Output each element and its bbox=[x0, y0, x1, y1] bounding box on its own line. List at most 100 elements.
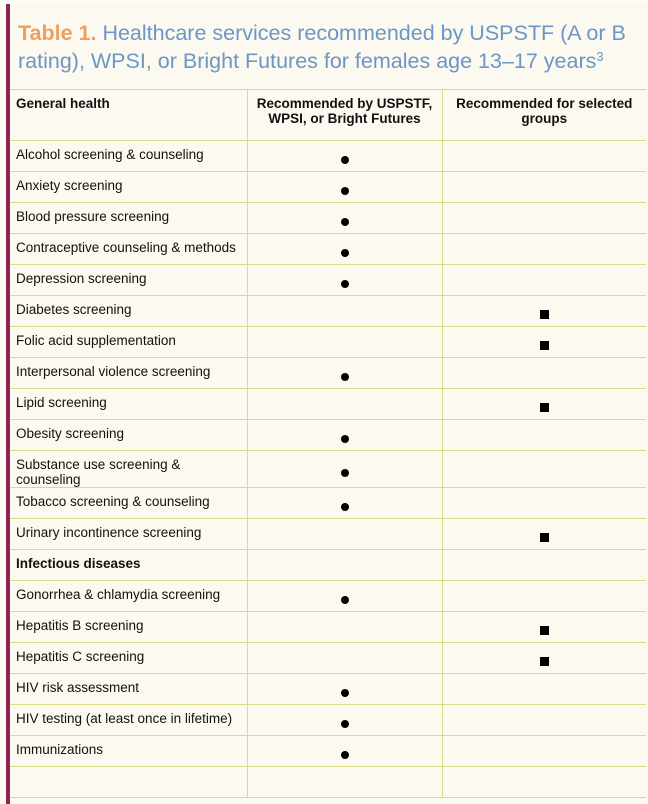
selected-groups-cell bbox=[441, 450, 646, 488]
table-row: Depression screening bbox=[10, 264, 646, 296]
table-row: Immunizations bbox=[10, 735, 646, 767]
circle-bullet-icon bbox=[340, 750, 349, 759]
circle-bullet-icon bbox=[340, 502, 349, 511]
recommended-cell bbox=[246, 450, 443, 488]
table-row: Obesity screening bbox=[10, 419, 646, 451]
circle-bullet-icon bbox=[340, 468, 349, 477]
selected-groups-cell bbox=[441, 295, 646, 327]
recommended-cell bbox=[246, 704, 443, 736]
table-row: Alcohol screening & counseling bbox=[10, 140, 646, 172]
table-row: HIV risk assessment bbox=[10, 673, 646, 705]
selected-groups-cell bbox=[441, 735, 646, 767]
service-name: Infectious diseases bbox=[10, 549, 248, 581]
selected-groups-cell bbox=[441, 766, 646, 798]
service-name bbox=[10, 766, 248, 798]
table-row: Contraceptive counseling & methods bbox=[10, 233, 646, 265]
circle-bullet-icon bbox=[340, 595, 349, 604]
selected-groups-cell bbox=[441, 140, 646, 172]
recommended-cell bbox=[246, 735, 443, 767]
recommended-cell bbox=[246, 487, 443, 519]
service-name: Anxiety screening bbox=[10, 171, 248, 203]
recommended-cell bbox=[246, 388, 443, 420]
circle-bullet-icon bbox=[340, 688, 349, 697]
recommended-cell bbox=[246, 202, 443, 234]
square-bullet-icon bbox=[539, 656, 549, 666]
circle-bullet-icon bbox=[340, 186, 349, 195]
recommended-cell bbox=[246, 766, 443, 798]
recommended-cell bbox=[246, 518, 443, 550]
square-bullet-icon bbox=[539, 340, 549, 350]
table-caption: Healthcare services recommended by USPST… bbox=[18, 21, 626, 73]
service-name: Interpersonal violence screening bbox=[10, 357, 248, 389]
square-bullet-icon bbox=[539, 532, 549, 542]
recommended-cell bbox=[246, 171, 443, 203]
service-name: HIV testing (at least once in lifetime) bbox=[10, 704, 248, 736]
table-row: Interpersonal violence screening bbox=[10, 357, 646, 389]
service-name: Folic acid supplementation bbox=[10, 326, 248, 358]
circle-bullet-icon bbox=[340, 248, 349, 257]
section-row: Infectious diseases bbox=[10, 549, 646, 581]
header-row: General health Recommended by USPSTF, WP… bbox=[10, 89, 646, 141]
selected-groups-cell bbox=[441, 580, 646, 612]
table-label: Table 1. bbox=[18, 21, 97, 45]
table-row: Lipid screening bbox=[10, 388, 646, 420]
selected-groups-cell bbox=[441, 419, 646, 451]
recommended-cell bbox=[246, 642, 443, 674]
recommended-cell bbox=[246, 326, 443, 358]
service-name: HIV risk assessment bbox=[10, 673, 248, 705]
table-row: HIV testing (at least once in lifetime) bbox=[10, 704, 646, 736]
table-row bbox=[10, 766, 646, 798]
selected-groups-cell bbox=[441, 357, 646, 389]
services-table: General health Recommended by USPSTF, WP… bbox=[10, 89, 646, 798]
service-name: Blood pressure screening bbox=[10, 202, 248, 234]
table-row: Anxiety screening bbox=[10, 171, 646, 203]
table-row: Diabetes screening bbox=[10, 295, 646, 327]
recommended-cell bbox=[246, 233, 443, 265]
service-name: Substance use screening & counseling bbox=[10, 450, 248, 488]
column-header-recommended: Recommended by USPSTF, WPSI, or Bright F… bbox=[246, 89, 443, 141]
service-name: Alcohol screening & counseling bbox=[10, 140, 248, 172]
selected-groups-cell bbox=[441, 642, 646, 674]
selected-groups-cell bbox=[441, 264, 646, 296]
table-row: Substance use screening & counseling bbox=[10, 450, 646, 488]
recommended-cell bbox=[246, 419, 443, 451]
circle-bullet-icon bbox=[340, 372, 349, 381]
selected-groups-cell bbox=[441, 233, 646, 265]
table-title: Table 1. Healthcare services recommended… bbox=[18, 19, 638, 75]
circle-bullet-icon bbox=[340, 279, 349, 288]
table-row: Hepatitis B screening bbox=[10, 611, 646, 643]
column-header-service: General health bbox=[10, 89, 248, 141]
circle-bullet-icon bbox=[340, 434, 349, 443]
recommended-cell bbox=[246, 264, 443, 296]
selected-groups-cell bbox=[441, 549, 646, 581]
circle-bullet-icon bbox=[340, 217, 349, 226]
selected-groups-cell bbox=[441, 171, 646, 203]
selected-groups-cell bbox=[441, 326, 646, 358]
service-name: Tobacco screening & counseling bbox=[10, 487, 248, 519]
recommended-cell bbox=[246, 673, 443, 705]
circle-bullet-icon bbox=[340, 719, 349, 728]
selected-groups-cell bbox=[441, 487, 646, 519]
table-row: Folic acid supplementation bbox=[10, 326, 646, 358]
recommended-cell bbox=[246, 295, 443, 327]
square-bullet-icon bbox=[539, 625, 549, 635]
footnote-ref: 3 bbox=[596, 49, 604, 64]
selected-groups-cell bbox=[441, 611, 646, 643]
service-name: Obesity screening bbox=[10, 419, 248, 451]
square-bullet-icon bbox=[539, 309, 549, 319]
recommended-cell bbox=[246, 140, 443, 172]
selected-groups-cell bbox=[441, 518, 646, 550]
selected-groups-cell bbox=[441, 704, 646, 736]
service-name: Immunizations bbox=[10, 735, 248, 767]
service-name: Depression screening bbox=[10, 264, 248, 296]
table-row: Gonorrhea & chlamydia screening bbox=[10, 580, 646, 612]
column-header-selected-groups: Recommended for selected groups bbox=[441, 89, 646, 141]
table-row: Tobacco screening & counseling bbox=[10, 487, 646, 519]
service-name: Lipid screening bbox=[10, 388, 248, 420]
recommended-cell bbox=[246, 357, 443, 389]
table-row: Hepatitis C screening bbox=[10, 642, 646, 674]
table-row: Urinary incontinence screening bbox=[10, 518, 646, 550]
circle-bullet-icon bbox=[340, 155, 349, 164]
square-bullet-icon bbox=[539, 402, 549, 412]
recommended-cell bbox=[246, 549, 443, 581]
